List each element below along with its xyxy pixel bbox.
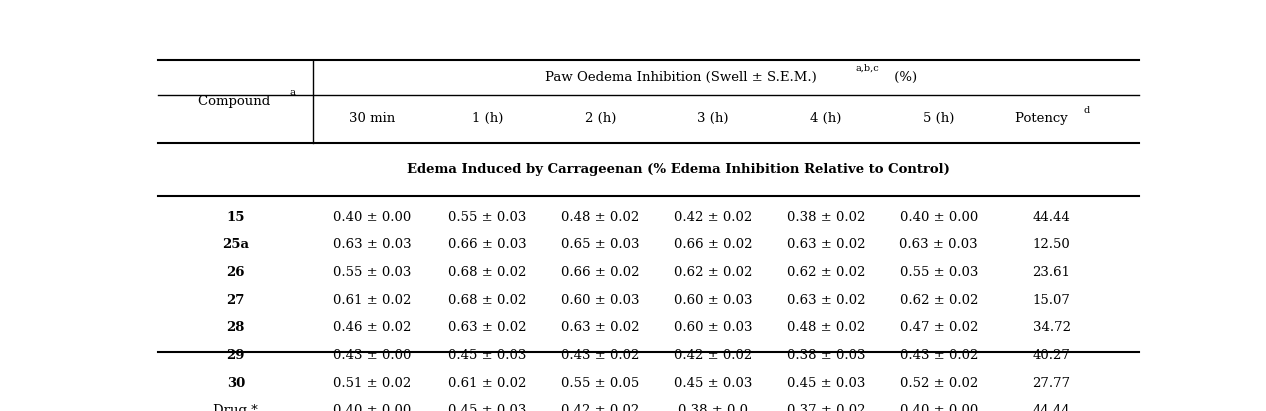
Text: 44.44: 44.44	[1033, 210, 1071, 224]
Text: 0.42 ± 0.02: 0.42 ± 0.02	[674, 210, 752, 224]
Text: Paw Oedema Inhibition (Swell ± S.E.M.): Paw Oedema Inhibition (Swell ± S.E.M.)	[546, 71, 817, 84]
Text: 0.51 ± 0.02: 0.51 ± 0.02	[333, 377, 411, 390]
Text: 5 (h): 5 (h)	[923, 113, 955, 125]
Text: 0.38 ± 0.0: 0.38 ± 0.0	[679, 404, 748, 411]
Text: 23.61: 23.61	[1033, 266, 1071, 279]
Text: 0.40 ± 0.00: 0.40 ± 0.00	[900, 404, 977, 411]
Text: 0.65 ± 0.03: 0.65 ± 0.03	[561, 238, 639, 251]
Text: 1 (h): 1 (h)	[472, 113, 503, 125]
Text: 0.37 ± 0.02: 0.37 ± 0.02	[786, 404, 865, 411]
Text: 0.63 ± 0.02: 0.63 ± 0.02	[561, 321, 639, 334]
Text: 30: 30	[227, 377, 244, 390]
Text: 2 (h): 2 (h)	[585, 113, 617, 125]
Text: 34.72: 34.72	[1033, 321, 1071, 334]
Text: 0.61 ± 0.02: 0.61 ± 0.02	[448, 377, 527, 390]
Text: 0.63 ± 0.02: 0.63 ± 0.02	[786, 238, 865, 251]
Text: 0.38 ± 0.02: 0.38 ± 0.02	[786, 210, 865, 224]
Text: 0.62 ± 0.02: 0.62 ± 0.02	[674, 266, 752, 279]
Text: 0.62 ± 0.02: 0.62 ± 0.02	[900, 293, 977, 307]
Text: Drug *: Drug *	[214, 404, 258, 411]
Text: 44.44: 44.44	[1033, 404, 1071, 411]
Text: 3 (h): 3 (h)	[698, 113, 729, 125]
Text: 4 (h): 4 (h)	[810, 113, 842, 125]
Text: Potency: Potency	[1015, 113, 1072, 125]
Text: 0.43 ± 0.02: 0.43 ± 0.02	[561, 349, 639, 362]
Text: 0.43 ± 0.00: 0.43 ± 0.00	[333, 349, 411, 362]
Text: 0.68 ± 0.02: 0.68 ± 0.02	[448, 293, 527, 307]
Text: 0.66 ± 0.02: 0.66 ± 0.02	[674, 238, 752, 251]
Text: 40.27: 40.27	[1033, 349, 1071, 362]
Text: 0.60 ± 0.03: 0.60 ± 0.03	[674, 293, 752, 307]
Text: 0.46 ± 0.02: 0.46 ± 0.02	[333, 321, 411, 334]
Text: 28: 28	[227, 321, 244, 334]
Text: Edema Induced by Carrageenan (% Edema Inhibition Relative to Control): Edema Induced by Carrageenan (% Edema In…	[406, 163, 950, 176]
Text: d: d	[1084, 106, 1090, 115]
Text: 0.48 ± 0.02: 0.48 ± 0.02	[786, 321, 865, 334]
Text: 0.60 ± 0.03: 0.60 ± 0.03	[561, 293, 639, 307]
Text: 30 min: 30 min	[349, 113, 395, 125]
Text: 0.47 ± 0.02: 0.47 ± 0.02	[900, 321, 977, 334]
Text: 29: 29	[227, 349, 246, 362]
Text: 0.63 ± 0.02: 0.63 ± 0.02	[448, 321, 527, 334]
Text: 12.50: 12.50	[1033, 238, 1071, 251]
Text: 0.63 ± 0.02: 0.63 ± 0.02	[786, 293, 865, 307]
Text: 0.45 ± 0.03: 0.45 ± 0.03	[674, 377, 752, 390]
Text: 0.60 ± 0.03: 0.60 ± 0.03	[674, 321, 752, 334]
Text: 0.45 ± 0.03: 0.45 ± 0.03	[448, 349, 527, 362]
Text: 0.40 ± 0.00: 0.40 ± 0.00	[333, 210, 411, 224]
Text: a,b,c: a,b,c	[856, 64, 880, 73]
Text: 0.45 ± 0.03: 0.45 ± 0.03	[448, 404, 527, 411]
Text: 0.66 ± 0.02: 0.66 ± 0.02	[561, 266, 639, 279]
Text: 26: 26	[227, 266, 246, 279]
Text: 0.42 ± 0.02: 0.42 ± 0.02	[561, 404, 639, 411]
Text: 15.07: 15.07	[1033, 293, 1071, 307]
Text: 0.55 ± 0.03: 0.55 ± 0.03	[900, 266, 977, 279]
Text: 15: 15	[227, 210, 246, 224]
Text: 27: 27	[227, 293, 244, 307]
Text: Compound: Compound	[197, 95, 273, 108]
Text: 0.52 ± 0.02: 0.52 ± 0.02	[900, 377, 977, 390]
Text: 0.38 ± 0.03: 0.38 ± 0.03	[786, 349, 865, 362]
Text: 0.45 ± 0.03: 0.45 ± 0.03	[786, 377, 865, 390]
Text: 0.43 ± 0.02: 0.43 ± 0.02	[900, 349, 977, 362]
Text: 0.63 ± 0.03: 0.63 ± 0.03	[333, 238, 411, 251]
Text: 27.77: 27.77	[1033, 377, 1071, 390]
Text: 0.55 ± 0.05: 0.55 ± 0.05	[561, 377, 639, 390]
Text: 0.55 ± 0.03: 0.55 ± 0.03	[448, 210, 527, 224]
Text: 0.63 ± 0.03: 0.63 ± 0.03	[899, 238, 979, 251]
Text: 0.62 ± 0.02: 0.62 ± 0.02	[786, 266, 865, 279]
Text: 0.40 ± 0.00: 0.40 ± 0.00	[333, 404, 411, 411]
Text: a: a	[290, 88, 296, 97]
Text: 25a: 25a	[223, 238, 249, 251]
Text: 0.68 ± 0.02: 0.68 ± 0.02	[448, 266, 527, 279]
Text: 0.66 ± 0.03: 0.66 ± 0.03	[448, 238, 527, 251]
Text: (%): (%)	[890, 71, 918, 84]
Text: 0.40 ± 0.00: 0.40 ± 0.00	[900, 210, 977, 224]
Text: 0.55 ± 0.03: 0.55 ± 0.03	[333, 266, 411, 279]
Text: 0.42 ± 0.02: 0.42 ± 0.02	[674, 349, 752, 362]
Text: 0.61 ± 0.02: 0.61 ± 0.02	[333, 293, 411, 307]
Text: 0.48 ± 0.02: 0.48 ± 0.02	[561, 210, 639, 224]
